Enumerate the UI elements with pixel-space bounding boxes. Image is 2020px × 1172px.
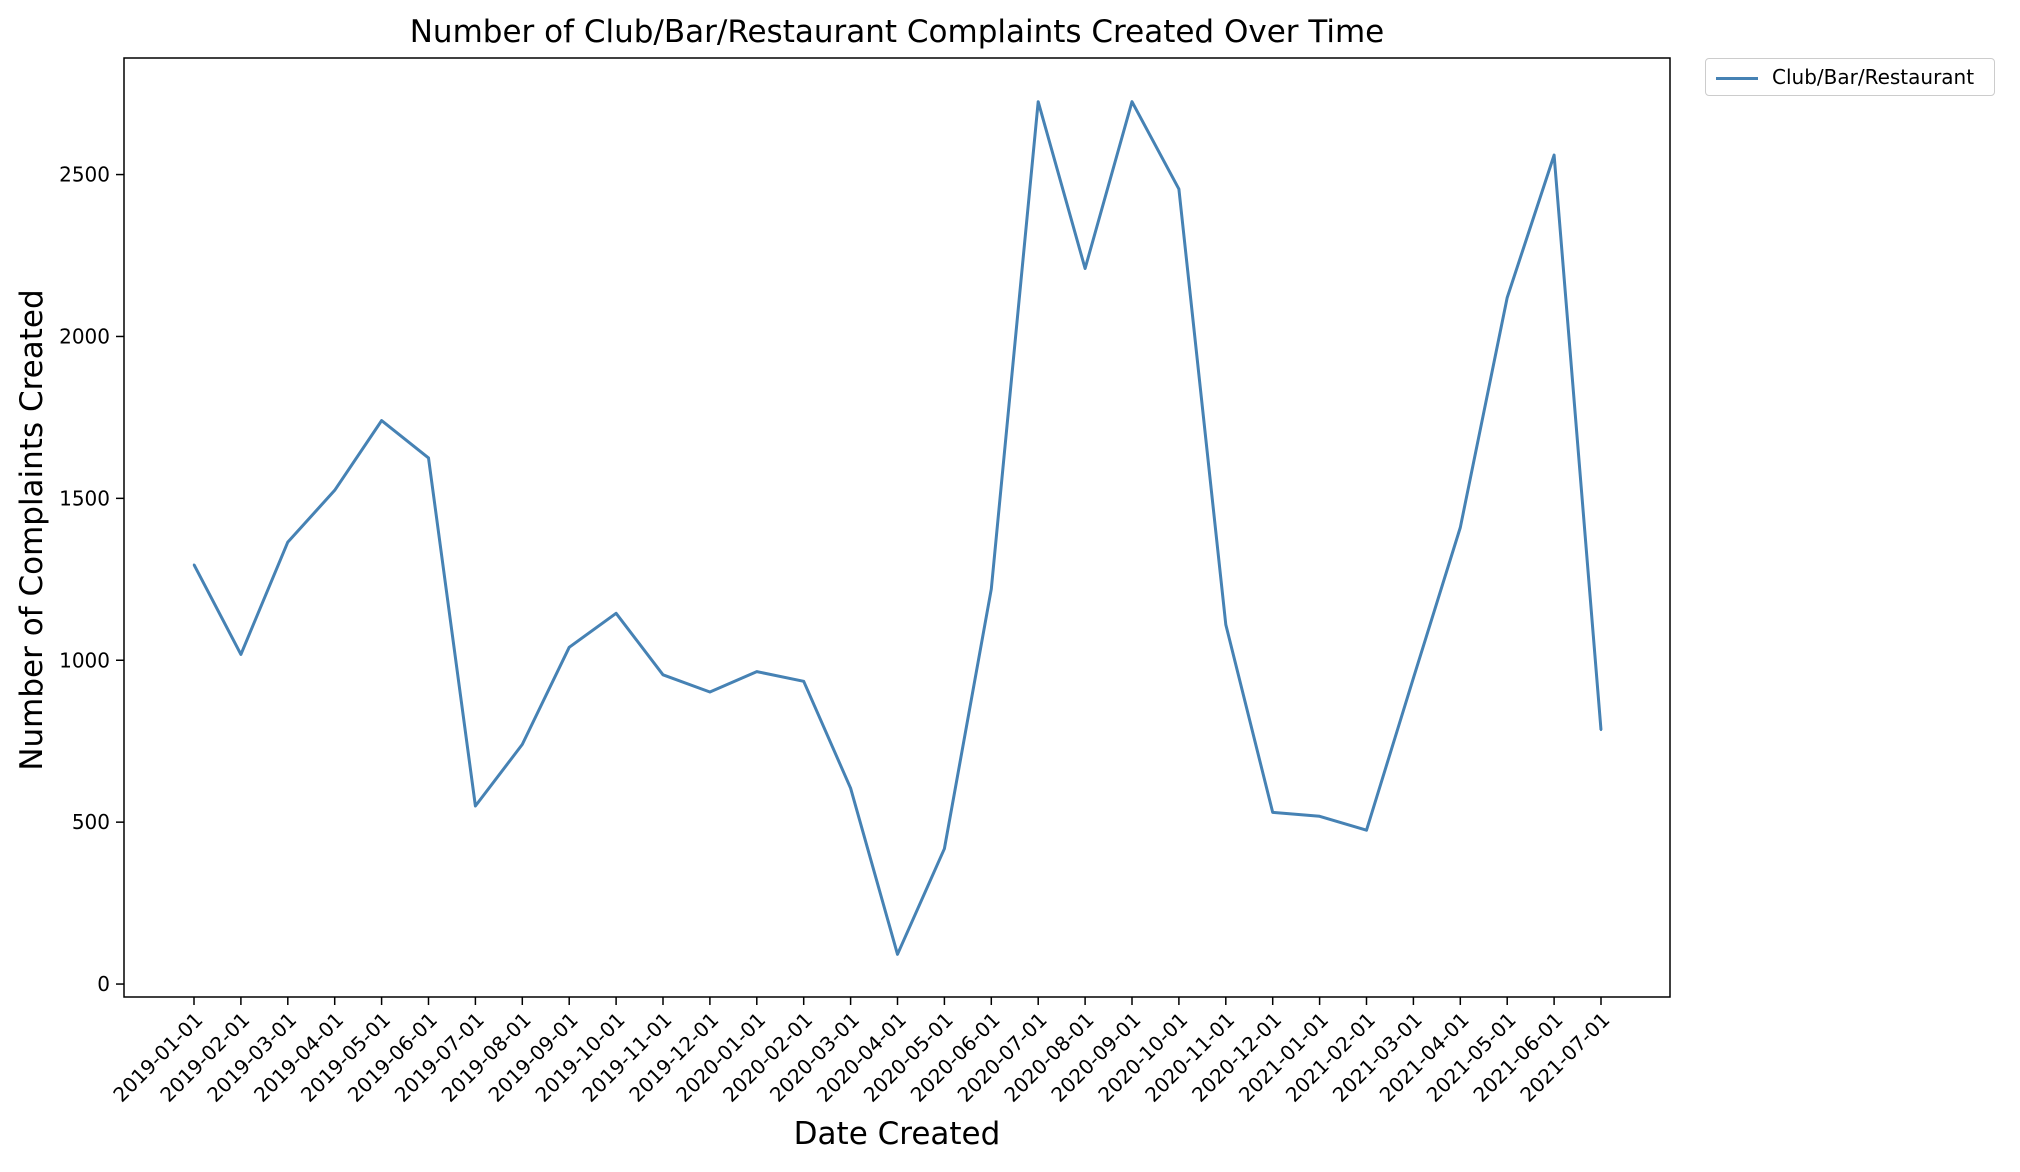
series-marks — [192, 100, 1603, 956]
y-tick-label: 1000 — [59, 648, 110, 672]
data-point — [1412, 676, 1415, 680]
data-point — [661, 673, 665, 677]
data-point — [521, 743, 524, 746]
data-point — [1083, 267, 1087, 270]
data-point — [1271, 811, 1274, 814]
data-point — [1177, 187, 1181, 191]
data-point — [1037, 100, 1040, 103]
chart-title: Number of Club/Bar/Restaurant Complaints… — [409, 14, 1385, 50]
y-tick-label: 500 — [72, 810, 110, 834]
data-point — [427, 456, 430, 460]
plot-frame — [123, 57, 1671, 998]
data-point — [802, 680, 805, 683]
y-tick-label: 1500 — [59, 486, 110, 510]
data-point — [1224, 623, 1228, 626]
data-point — [192, 563, 196, 566]
data-point — [849, 786, 852, 790]
data-point — [380, 419, 383, 422]
data-point — [614, 612, 618, 615]
data-point — [286, 540, 289, 544]
legend-swatch — [1716, 77, 1758, 80]
data-point — [755, 670, 758, 673]
data-point — [896, 953, 899, 956]
data-point — [1599, 728, 1603, 732]
y-axis-label-text: Number of Complaints Created — [14, 289, 50, 771]
data-point — [333, 489, 336, 492]
data-point — [1506, 296, 1509, 299]
data-point — [568, 646, 571, 649]
data-point — [1365, 829, 1368, 832]
data-point — [1318, 815, 1321, 818]
data-point — [239, 653, 243, 656]
data-point — [708, 690, 712, 694]
data-point — [1459, 526, 1462, 529]
x-axis-ticks: 2019-01-012019-02-012019-03-012019-04-01… — [108, 997, 1615, 1107]
series-line — [192, 100, 1603, 956]
legend-label: Club/Bar/Restaurant — [1772, 65, 1975, 89]
data-point — [1130, 100, 1134, 103]
y-tick-label: 0 — [97, 972, 110, 996]
data-point — [990, 587, 993, 591]
y-tick-label: 2500 — [59, 163, 110, 187]
data-point — [1552, 153, 1556, 157]
x-axis-label: Date Created — [793, 1116, 1001, 1152]
y-tick-label: 2000 — [59, 324, 110, 348]
y-axis-ticks: 0 500 1000 1500 2000 2500 — [59, 163, 124, 996]
data-point — [474, 804, 477, 808]
legend: Club/Bar/Restaurant — [1705, 58, 1995, 96]
data-point — [943, 847, 946, 850]
